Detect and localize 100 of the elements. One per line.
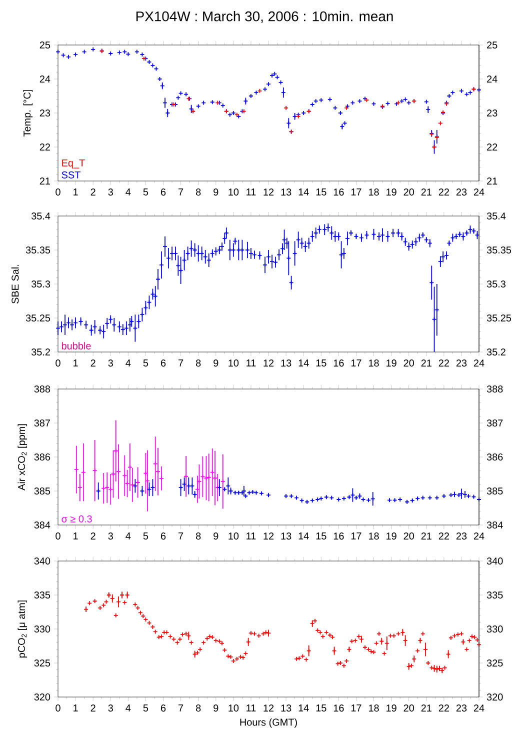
x-tick-label: 18 xyxy=(368,704,379,712)
y2-tick-label: 388 xyxy=(486,385,503,393)
x-tick-label: 21 xyxy=(421,360,432,366)
x-tick-label: 8 xyxy=(196,532,201,540)
x-tick-label: 19 xyxy=(386,532,396,540)
x-tick-label: 21 xyxy=(421,704,432,712)
x-tick-label: 24 xyxy=(474,704,484,712)
x-tick-label: 9 xyxy=(214,188,218,196)
x-tick-label: 17 xyxy=(351,532,362,540)
x-tick-label: 21 xyxy=(421,188,432,196)
y-tick-label: 21 xyxy=(40,178,50,184)
x-tick-label: 9 xyxy=(214,532,218,540)
x-tick-label: 7 xyxy=(178,188,184,196)
text: Eq_T xyxy=(62,160,85,168)
x-tick-label: 6 xyxy=(160,360,166,367)
y-tick-label: 35.25 xyxy=(26,314,50,322)
y2-tick-label: 340 xyxy=(486,557,503,565)
x-tick-label: 15 xyxy=(316,704,326,712)
x-tick-label: 24 xyxy=(474,188,484,196)
x-tick-label: 3 xyxy=(108,188,113,196)
x-tick-label: 20 xyxy=(404,704,414,712)
x-tick-label: 4 xyxy=(126,188,131,196)
y-tick-label: 385 xyxy=(34,487,50,495)
x-tick-label: 14 xyxy=(298,188,309,196)
x-tick-label: 13 xyxy=(281,188,292,196)
x-tick-label: 20 xyxy=(404,360,414,367)
x-tick-label: 2 xyxy=(90,360,96,366)
x-tick-label: 22 xyxy=(438,188,449,196)
x-tick-label: 2 xyxy=(90,532,96,540)
annotation: bubble xyxy=(62,342,91,350)
y-tick-label: 24 xyxy=(40,76,50,82)
x-tick-label: 5 xyxy=(143,532,148,540)
x-tick-label: 7 xyxy=(178,360,184,366)
x-tick-label: 4 xyxy=(126,360,131,366)
x-tick-label: 23 xyxy=(456,704,467,712)
x-tick-label: 20 xyxy=(404,532,414,540)
x-tick-label: 22 xyxy=(438,704,449,712)
x-tick-label: 24 xyxy=(474,532,484,540)
y-tick-label: 335 xyxy=(34,591,50,599)
y-tick-label: 22 xyxy=(40,144,50,150)
x-tick-label: 6 xyxy=(160,704,166,712)
x-tick-label: 1 xyxy=(74,188,78,196)
x-tick-label: 3 xyxy=(108,360,113,367)
y2-tick-label: 35.3 xyxy=(486,280,506,288)
y-axis-title: Temp. [°C] xyxy=(23,90,33,137)
x-tick-label: 10 xyxy=(228,704,239,712)
y-tick-label: 25 xyxy=(40,41,50,49)
y2-tick-label: 22 xyxy=(487,144,498,150)
x-tick-label: 12 xyxy=(264,360,274,366)
x-tick-label: 13 xyxy=(281,360,292,367)
y2-tick-label: 24 xyxy=(487,76,498,82)
x-tick-label: 14 xyxy=(298,704,309,712)
x-tick-label: 12 xyxy=(264,188,274,196)
x-tick-label: 16 xyxy=(334,532,344,540)
x-tick-label: 12 xyxy=(264,704,274,712)
x-tick-label: 18 xyxy=(368,360,379,367)
x-tick-label: 5 xyxy=(143,188,148,196)
x-tick-label: 16 xyxy=(334,704,344,712)
x-tick-label: 4 xyxy=(126,704,131,712)
x-tick-label: 22 xyxy=(438,532,449,540)
x-tick-label: 16 xyxy=(334,188,344,196)
x-tick-label: 17 xyxy=(351,360,362,366)
x-tick-label: 0 xyxy=(56,704,60,712)
y-tick-label: 320 xyxy=(34,693,50,701)
x-tick-label: 0 xyxy=(56,188,60,196)
x-tick-label: 6 xyxy=(160,188,166,196)
x-tick-label: 22 xyxy=(438,360,449,366)
x-tick-label: 6 xyxy=(160,532,166,540)
x-tick-label: 19 xyxy=(386,704,396,712)
x-tick-label: 5 xyxy=(143,704,148,712)
x-tick-label: 18 xyxy=(368,532,379,540)
x-tick-label: 11 xyxy=(246,704,256,712)
x-tick-label: 1 xyxy=(74,360,78,366)
x-tick-label: 23 xyxy=(456,360,467,367)
x-tick-label: 2 xyxy=(90,704,96,712)
y2-tick-label: 35.4 xyxy=(486,212,506,220)
y-tick-label: 35.35 xyxy=(26,246,50,254)
x-tick-label: 10 xyxy=(228,188,239,196)
x-tick-label: 24 xyxy=(474,360,484,366)
y2-tick-label: 35.25 xyxy=(486,314,512,322)
x-axis-title: Hours (GMT) xyxy=(240,718,297,728)
x-tick-label: 9 xyxy=(214,704,218,712)
x-tick-label: 0 xyxy=(56,360,60,367)
x-tick-label: 12 xyxy=(264,532,274,540)
y-tick-label: 23 xyxy=(40,109,50,117)
x-tick-label: 11 xyxy=(246,360,256,366)
x-tick-label: 5 xyxy=(143,360,148,366)
x-tick-label: 3 xyxy=(108,532,113,540)
x-tick-label: 19 xyxy=(386,360,396,367)
y2-tick-label: 387 xyxy=(486,419,503,427)
x-tick-label: 11 xyxy=(246,532,256,540)
x-tick-label: 15 xyxy=(316,360,326,366)
x-tick-label: 1 xyxy=(74,704,78,712)
y2-tick-label: 23 xyxy=(487,109,498,117)
y-tick-label: 35.3 xyxy=(31,280,50,288)
y-tick-label: 325 xyxy=(34,659,50,667)
x-tick-label: 8 xyxy=(196,360,201,367)
y-tick-label: 386 xyxy=(34,453,50,461)
y2-tick-label: 385 xyxy=(486,487,503,495)
y-tick-label: 388 xyxy=(34,385,50,393)
